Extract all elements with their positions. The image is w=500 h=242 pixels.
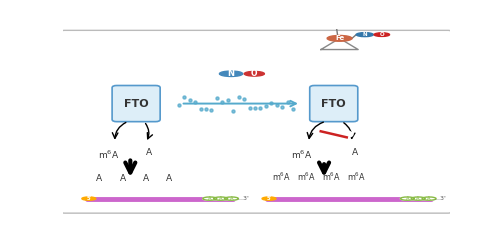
Text: FTO: FTO bbox=[322, 98, 346, 109]
Text: m$^6$A: m$^6$A bbox=[348, 170, 366, 183]
Ellipse shape bbox=[244, 71, 264, 76]
Ellipse shape bbox=[214, 197, 228, 200]
Ellipse shape bbox=[327, 36, 352, 41]
Text: A: A bbox=[428, 196, 431, 201]
Text: A: A bbox=[143, 174, 149, 183]
Text: A: A bbox=[96, 174, 102, 183]
Ellipse shape bbox=[262, 197, 276, 200]
Text: FTO: FTO bbox=[124, 98, 148, 109]
Text: m$^6$A: m$^6$A bbox=[291, 148, 312, 161]
Text: A: A bbox=[406, 196, 409, 201]
Text: A: A bbox=[208, 196, 212, 201]
Ellipse shape bbox=[422, 197, 436, 200]
Text: O: O bbox=[251, 69, 258, 78]
Ellipse shape bbox=[326, 18, 344, 22]
Text: ...3': ...3' bbox=[237, 196, 249, 201]
Text: m$^6$A: m$^6$A bbox=[98, 148, 119, 161]
Text: N: N bbox=[362, 32, 367, 37]
Text: A: A bbox=[120, 174, 126, 183]
FancyBboxPatch shape bbox=[62, 30, 451, 213]
FancyBboxPatch shape bbox=[310, 85, 358, 122]
Text: N: N bbox=[330, 7, 335, 12]
Ellipse shape bbox=[203, 197, 216, 200]
Text: Fe: Fe bbox=[335, 35, 344, 41]
Ellipse shape bbox=[400, 197, 414, 200]
Text: A: A bbox=[230, 196, 234, 201]
Text: 5': 5' bbox=[266, 196, 272, 201]
Text: ...3': ...3' bbox=[434, 196, 446, 201]
Text: m$^6$A: m$^6$A bbox=[297, 170, 316, 183]
Text: A: A bbox=[352, 148, 358, 157]
Text: O: O bbox=[332, 17, 338, 22]
Text: A: A bbox=[219, 196, 222, 201]
Text: m$^6$A: m$^6$A bbox=[322, 170, 342, 183]
Ellipse shape bbox=[82, 197, 96, 200]
Ellipse shape bbox=[326, 8, 340, 11]
Text: O: O bbox=[380, 32, 384, 37]
Text: m$^6$A: m$^6$A bbox=[272, 170, 291, 183]
Ellipse shape bbox=[315, 130, 352, 139]
Ellipse shape bbox=[224, 197, 238, 200]
Ellipse shape bbox=[356, 33, 374, 37]
Text: A: A bbox=[146, 148, 152, 157]
FancyBboxPatch shape bbox=[112, 85, 160, 122]
Ellipse shape bbox=[374, 33, 390, 37]
Text: A: A bbox=[166, 174, 172, 183]
Text: N: N bbox=[228, 69, 234, 78]
Text: 5': 5' bbox=[86, 196, 92, 201]
Text: A: A bbox=[416, 196, 420, 201]
Ellipse shape bbox=[411, 197, 425, 200]
Ellipse shape bbox=[220, 71, 242, 76]
